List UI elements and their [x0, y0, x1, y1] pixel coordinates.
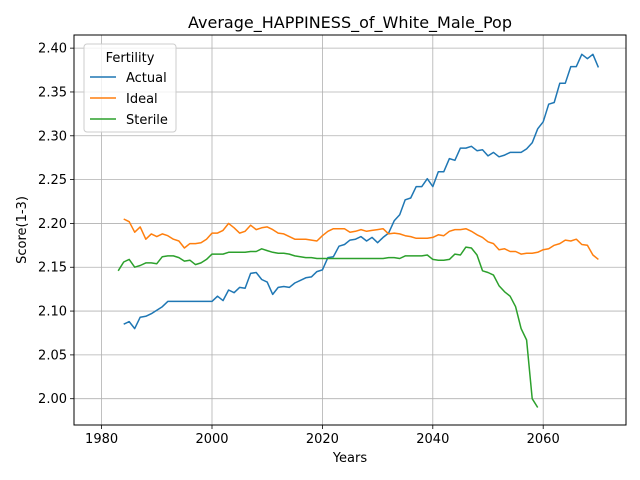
legend: Fertility Actual Ideal Sterile [83, 43, 177, 133]
x-tick-label: 2060 [527, 432, 560, 447]
y-axis-ticks: 2.00 2.05 2.10 2.15 2.20 2.25 2.30 2.35 2.40 [38, 42, 74, 407]
x-tick-label: 1980 [85, 432, 118, 447]
x-tick-label: 2040 [416, 432, 449, 447]
y-tick-label: 2.00 [38, 392, 67, 407]
y-tick-label: 2.25 [38, 173, 67, 188]
legend-label-sterile: Sterile [126, 113, 168, 128]
x-tick-label: 2020 [306, 432, 339, 447]
series-lines [117, 53, 600, 408]
y-tick-label: 2.30 [38, 129, 67, 144]
x-axis-ticks: 1980 2000 2020 2040 2060 [85, 425, 560, 447]
series-line-ideal [123, 218, 599, 260]
y-tick-label: 2.10 [38, 305, 67, 320]
legend-title: Fertility [106, 51, 155, 66]
y-tick-label: 2.40 [38, 42, 67, 57]
y-tick-label: 2.35 [38, 85, 67, 100]
legend-box [83, 43, 177, 133]
x-tick-label: 2000 [195, 432, 228, 447]
y-tick-label: 2.20 [38, 217, 67, 232]
chart-title: Average_HAPPINESS_of_White_Male_Pop [188, 13, 512, 33]
y-tick-label: 2.15 [38, 261, 67, 276]
legend-label-actual: Actual [126, 71, 167, 86]
series-line-sterile [117, 246, 539, 408]
grid-lines [74, 35, 626, 425]
y-tick-label: 2.05 [38, 348, 67, 363]
plot-frame [73, 34, 627, 426]
x-axis-label: Years [332, 451, 368, 466]
legend-label-ideal: Ideal [126, 92, 158, 107]
series-line-actual [123, 53, 600, 330]
y-axis-label: Score(1-3) [15, 196, 30, 264]
